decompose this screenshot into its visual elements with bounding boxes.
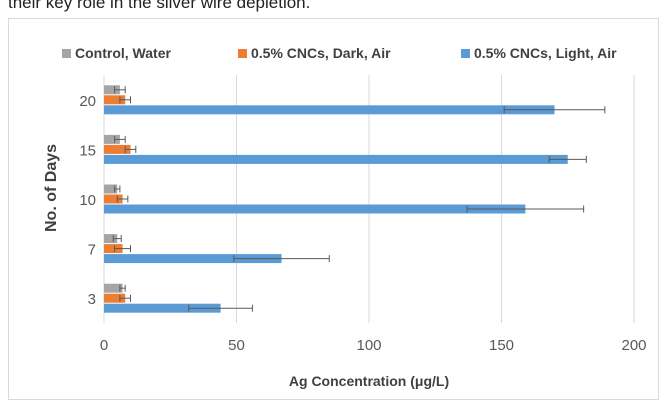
error-bar xyxy=(124,145,137,153)
bar-0-5-cncs-light-air-day-15 xyxy=(104,154,568,164)
y-tick-label: 10 xyxy=(79,192,96,209)
legend-swatch xyxy=(238,49,247,58)
error-bar xyxy=(503,106,606,114)
error-bar xyxy=(114,86,126,94)
bar-0-5-cncs-light-air-day-20 xyxy=(104,105,555,115)
error-bar xyxy=(114,245,131,253)
error-bar xyxy=(114,135,126,143)
error-bar xyxy=(114,185,121,193)
legend-item: Control, Water xyxy=(62,45,171,61)
bar-0-5-cncs-dark-air-day-15 xyxy=(104,144,131,154)
error-bar xyxy=(466,205,585,213)
y-tick-label: 3 xyxy=(88,291,96,308)
x-tick-label: 200 xyxy=(621,337,646,354)
y-tick-label: 15 xyxy=(79,142,96,159)
bar-control-water-day-10 xyxy=(104,184,118,194)
header-text: their key role in the silver wire deplet… xyxy=(8,0,311,12)
bar-0-5-cncs-dark-air-day-7 xyxy=(104,244,123,254)
y-axis-label: No. of Days xyxy=(43,144,60,232)
x-tick-label: 0 xyxy=(100,337,108,354)
bar-control-water-day-20 xyxy=(104,85,120,95)
error-bar xyxy=(116,195,129,203)
x-tick-label: 50 xyxy=(228,337,245,354)
bar-0-5-cncs-light-air-day-3 xyxy=(104,303,221,313)
error-bar xyxy=(548,155,587,163)
legend-label: 0.5% CNCs, Light, Air xyxy=(474,45,617,61)
bar-0-5-cncs-light-air-day-10 xyxy=(104,204,526,214)
y-tick-labels: 3 7 10 15 20 xyxy=(79,93,96,308)
bar-0-5-cncs-dark-air-day-20 xyxy=(104,95,126,105)
bar-control-water-day-15 xyxy=(104,134,120,144)
legend-item: 0.5% CNCs, Dark, Air xyxy=(238,45,391,61)
bar-0-5-cncs-dark-air-day-10 xyxy=(104,194,123,204)
legend-swatch xyxy=(461,49,470,58)
x-tick-label: 100 xyxy=(356,337,381,354)
bars xyxy=(104,85,568,313)
error-bar xyxy=(188,304,253,312)
bar-0-5-cncs-light-air-day-7 xyxy=(104,254,282,264)
bar-control-water-day-3 xyxy=(104,283,123,293)
bar-0-5-cncs-dark-air-day-3 xyxy=(104,293,126,303)
y-tick-label: 7 xyxy=(88,242,96,259)
error-bar xyxy=(112,235,122,243)
bar-control-water-day-7 xyxy=(104,234,118,244)
x-axis-label: Ag Concentration (μg/L) xyxy=(289,373,449,389)
legend: Control, Water 0.5% CNCs, Dark, Air 0.5% C… xyxy=(62,45,617,61)
legend-label: 0.5% CNCs, Dark, Air xyxy=(251,45,391,61)
error-bars xyxy=(112,86,606,312)
error-bar xyxy=(119,96,131,104)
error-bar xyxy=(119,284,126,292)
y-tick-label: 20 xyxy=(79,93,96,110)
legend-item: 0.5% CNCs, Light, Air xyxy=(461,45,617,61)
legend-label: Control, Water xyxy=(75,45,171,61)
error-bar xyxy=(119,294,131,302)
legend-swatch xyxy=(62,49,71,58)
error-bar xyxy=(233,255,330,263)
x-tick-labels: 0 50 100 150 200 xyxy=(100,337,647,354)
x-tick-label: 150 xyxy=(489,337,514,354)
